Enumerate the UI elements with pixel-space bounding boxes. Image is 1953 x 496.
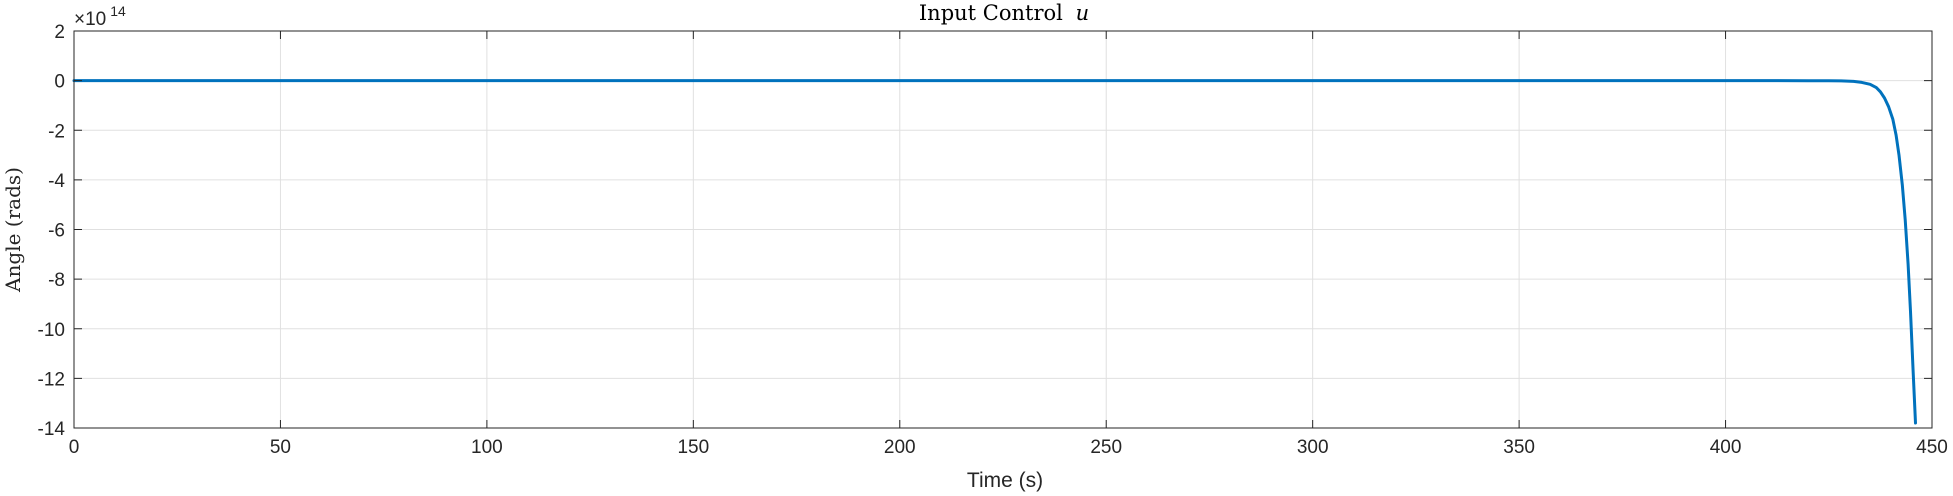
x-tick-label: 200: [884, 437, 916, 458]
chart-title: Input Control u: [919, 1, 1089, 25]
y-tick-label: -8: [48, 270, 65, 291]
series-line: [72, 79, 1917, 425]
x-tick-label: 250: [1090, 437, 1122, 458]
y-tick-labels: 2 0 -2 -4 -6 -8 -10 -12 -14: [38, 22, 66, 440]
series-layer: [72, 79, 1917, 425]
y-tick-label: -12: [38, 369, 65, 390]
y-tick-label: -4: [48, 171, 65, 192]
x-tick-labels: 0 50 100 150 200 250 300 350 400 450: [69, 437, 1948, 458]
tick-marks: [73, 30, 1933, 429]
x-tick-label: 400: [1710, 437, 1742, 458]
y-tick-label: 2: [54, 22, 65, 43]
y-tick-label: -10: [38, 320, 65, 341]
chart-title-text: Input Control: [919, 1, 1063, 25]
x-tick-label: 450: [1916, 437, 1948, 458]
y-tick-label: -14: [38, 419, 66, 440]
x-tick-label: 100: [471, 437, 503, 458]
x-tick-label: 300: [1297, 437, 1329, 458]
y-tick-label: 0: [54, 72, 65, 93]
x-tick-label: 50: [270, 437, 291, 458]
y-exponent-base: ×10: [74, 9, 106, 30]
y-tick-label: -6: [48, 221, 65, 242]
x-tick-label: 150: [677, 437, 709, 458]
y-tick-label: -2: [48, 121, 65, 142]
y-exponent-power: 14: [110, 3, 126, 19]
x-tick-label: 0: [69, 437, 80, 458]
y-exponent-label: ×10 14: [74, 3, 126, 30]
x-axis-label: Time (s): [967, 469, 1043, 492]
y-axis-label: Angle (rads): [1, 167, 25, 293]
chart-title-var: u: [1076, 1, 1090, 25]
x-tick-label: 350: [1503, 437, 1535, 458]
